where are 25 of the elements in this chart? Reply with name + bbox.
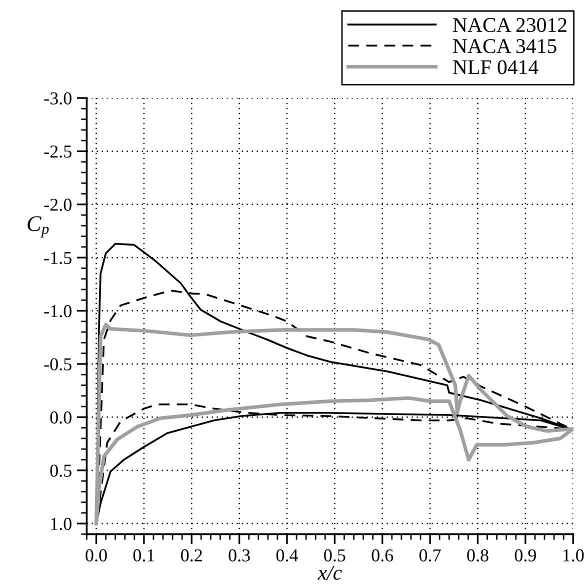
x-tick-label: 0.6 (372, 549, 394, 562)
x-tick-label: 0.0 (86, 549, 107, 562)
y-tick-label: -2.5 (44, 146, 72, 158)
x-tick-label: 0.3 (228, 549, 250, 562)
legend-label: NACA 23012 (452, 18, 566, 32)
x-tick-label: 0.2 (181, 549, 202, 562)
y-tick-label: 0.0 (50, 411, 72, 424)
x-tick-label: 1.0 (563, 549, 584, 562)
y-tick-label: 1.0 (51, 518, 72, 530)
x-tick-label: 0.4 (276, 549, 298, 562)
x-tick-label: 0.5 (324, 549, 346, 562)
x-tick-label: 0.9 (514, 549, 536, 562)
x-tick-label: 0.1 (133, 549, 154, 562)
x-tick-label: 0.8 (467, 549, 488, 562)
y-tick-label: -1.5 (44, 252, 72, 264)
y-tick-label: -2.0 (44, 198, 72, 211)
x-tick-label: 0.7 (419, 549, 441, 562)
legend-label: NLF 0414 (452, 60, 538, 74)
y-axis-title: C$_{p}$ (28, 216, 49, 238)
y-tick-label: -3.0 (44, 92, 72, 105)
y-tick-label: 0.5 (50, 464, 72, 477)
y-tick-label: -1.0 (44, 305, 72, 318)
y-tick-label: -0.5 (44, 358, 72, 370)
x-axis-title: x/c (318, 566, 342, 580)
legend-label: NACA 3415 (452, 39, 556, 54)
